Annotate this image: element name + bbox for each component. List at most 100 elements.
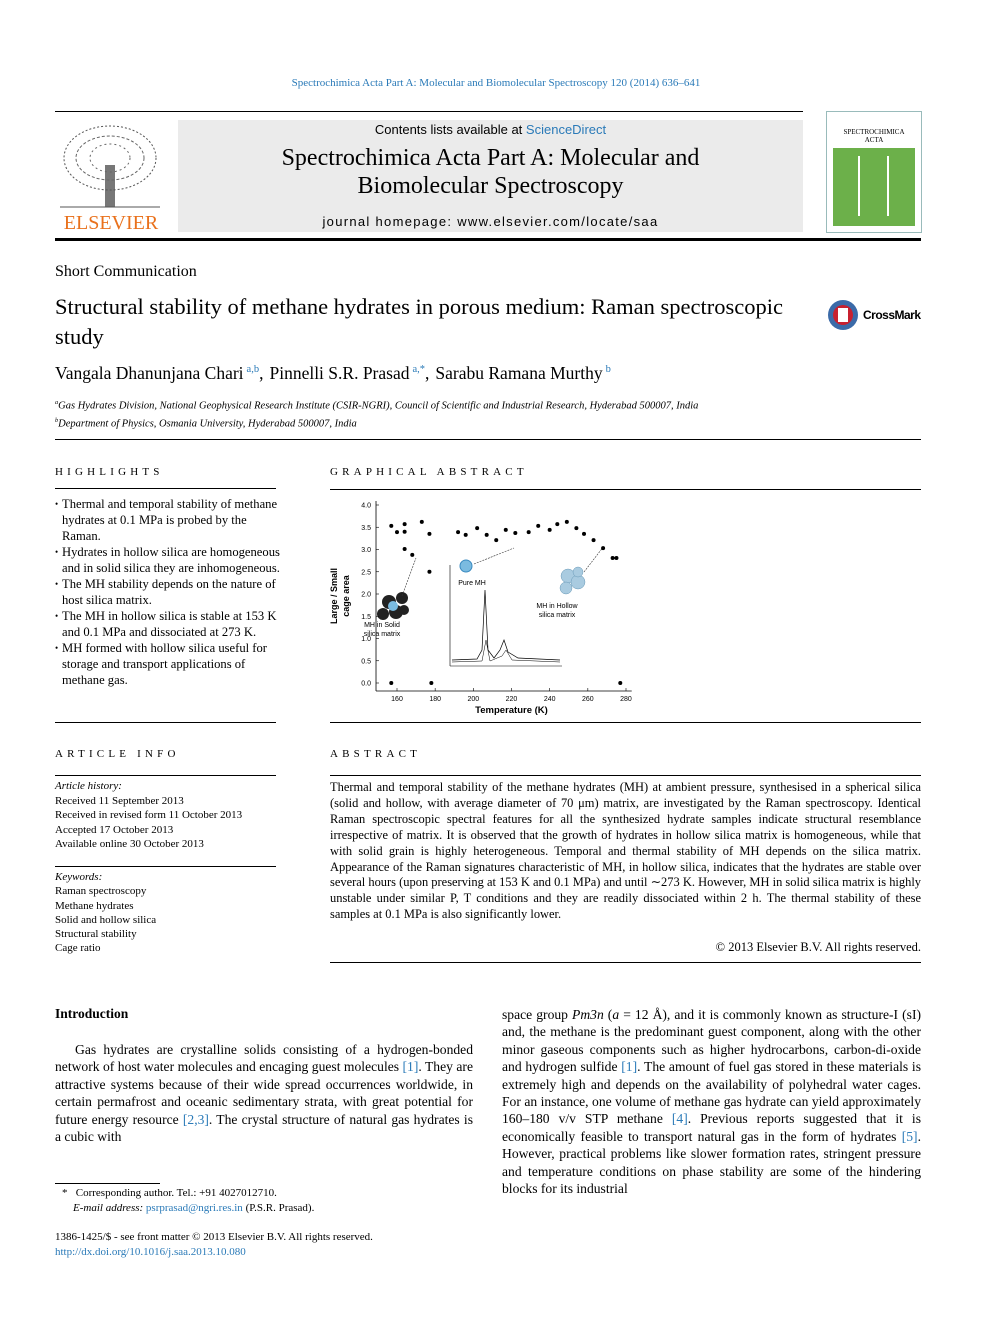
- rule: [55, 722, 276, 723]
- data-point: [614, 555, 619, 560]
- crossmark-icon: [828, 300, 858, 330]
- history-item: Received in revised form 11 October 2013: [55, 809, 243, 821]
- email-name: (P.S.R. Prasad).: [245, 1202, 315, 1214]
- citation[interactable]: [1]: [402, 1059, 419, 1075]
- annotation: Pure MH: [458, 580, 486, 587]
- data-point: [402, 522, 407, 527]
- affiliation-text: Gas Hydrates Division, National Geophysi…: [58, 400, 699, 412]
- highlights-list: • Thermal and temporal stability of metha…: [55, 496, 285, 688]
- data-point: [389, 681, 394, 685]
- data-point: [484, 532, 489, 537]
- x-tick-label: 240: [544, 696, 556, 703]
- issn: 1386-1425/$ - see front matter © 2013 El…: [55, 1231, 373, 1243]
- crossmark-label: CrossMark: [863, 308, 921, 322]
- rule: [55, 775, 276, 776]
- highlights-heading: HIGHLIGHTS: [55, 466, 164, 478]
- article-info-heading: ARTICLE INFO: [55, 748, 180, 760]
- footnote-mark: *: [62, 1187, 68, 1199]
- rule: [55, 439, 921, 440]
- footnote: E-mail address: psrprasad@ngri.res.in (P…: [62, 1201, 314, 1216]
- x-tick-label: 180: [429, 696, 441, 703]
- sciencedirect-link[interactable]: ScienceDirect: [525, 122, 607, 137]
- contents-line: Contents lists available at ScienceDirec…: [178, 122, 803, 137]
- footnote: * Corresponding author. Tel.: +91 402701…: [62, 1186, 314, 1201]
- copyright: © 2013 Elsevier B.V. All rights reserved…: [715, 940, 921, 954]
- keyword: Methane hydrates: [55, 899, 134, 912]
- author-name: Vangala Dhanunjana Chari: [55, 363, 244, 383]
- y-tick-label: 3.5: [361, 525, 371, 532]
- data-point: [601, 546, 606, 551]
- highlight-text: The MH stability depends on the nature o…: [62, 577, 276, 607]
- data-point: [494, 538, 499, 543]
- data-point: [427, 569, 432, 574]
- highlight-item: • The MH in hollow silica is stable at 15…: [55, 608, 285, 640]
- data-point: [456, 530, 461, 535]
- publisher-logo: ELSEVIER: [55, 120, 167, 234]
- text-run: . They are attractive systems because of…: [55, 1059, 473, 1127]
- data-point: [419, 519, 424, 524]
- homepage-url[interactable]: www.elsevier.com/locate/saa: [457, 214, 659, 229]
- y-tick-label: 0.5: [361, 658, 371, 665]
- citation[interactable]: [4]: [671, 1111, 688, 1127]
- journal-ref: Spectrochimica Acta Part A: Molecular an…: [291, 77, 701, 89]
- citation[interactable]: [2,3]: [182, 1111, 209, 1127]
- author-separator: ,: [259, 363, 264, 383]
- rule: [330, 962, 921, 963]
- affiliation-text: Department of Physics, Osmania Universit…: [58, 418, 357, 429]
- highlight-text: The MH in hollow silica is stable at 153…: [62, 609, 277, 639]
- y-tick-label: 2.5: [361, 569, 371, 576]
- affiliation-mark: b: [55, 416, 59, 424]
- keyword: Raman spectroscopy: [55, 885, 147, 898]
- author-name: Pinnelli S.R. Prasad: [269, 363, 410, 383]
- text-run: space group: [502, 1007, 573, 1022]
- contents-prefix: Contents lists available at: [374, 122, 523, 137]
- data-point: [564, 519, 569, 524]
- rule: [55, 488, 276, 489]
- citation[interactable]: [5]: [901, 1128, 918, 1144]
- inset-spectrum: [449, 565, 562, 667]
- data-point: [513, 531, 518, 536]
- data-point: [536, 523, 541, 528]
- highlight-item: • MH formed with hollow silica useful for…: [55, 640, 285, 688]
- text-run: . Previous reports suggested that it is …: [502, 1111, 922, 1144]
- data-point: [410, 552, 415, 557]
- data-point: [402, 529, 407, 534]
- graphical-abstract-heading: GRAPHICAL ABSTRACT: [330, 466, 528, 478]
- affiliation: bDepartment of Physics, Osmania Universi…: [55, 414, 698, 432]
- bullet: •: [55, 579, 59, 589]
- rule: [55, 866, 276, 867]
- rule: [330, 775, 921, 776]
- section-heading: Introduction: [55, 1006, 129, 1021]
- data-point: [503, 527, 508, 532]
- history-item: Available online 30 October 2013: [55, 838, 204, 850]
- author-affiliation-mark: a,*: [412, 364, 426, 376]
- article-title: Structural stability of methane hydrates…: [55, 294, 783, 349]
- doi[interactable]: http://dx.doi.org/10.1016/j.saa.2013.10.…: [55, 1246, 246, 1258]
- email-label: E-mail address:: [73, 1202, 144, 1214]
- publisher-name: ELSEVIER: [63, 212, 159, 234]
- highlight-text: MH formed with hollow silica useful for …: [62, 641, 267, 687]
- annotation: MH in Solid: [364, 622, 400, 629]
- text-run: (: [603, 1007, 613, 1022]
- intro-right-column: space group Pm3n (a = 12 Å), and it is c…: [502, 1006, 921, 1197]
- cage-illustrations: [377, 545, 605, 620]
- email[interactable]: psrprasad@ngri.res.in: [145, 1202, 243, 1214]
- journal-cover: SPECTROCHIMICA ACTA: [826, 111, 922, 233]
- article-type: Short Communication: [55, 263, 197, 280]
- annotation: MH in Hollow: [536, 603, 578, 610]
- y-axis-label: cage area: [341, 574, 351, 617]
- data-point: [591, 538, 596, 543]
- keyword: Cage ratio: [55, 942, 101, 955]
- keyword: Structural stability: [55, 928, 137, 941]
- crossmark[interactable]: CrossMark: [826, 298, 921, 332]
- data-point: [463, 532, 468, 537]
- annotation: silica matrix: [539, 612, 576, 619]
- bullet: •: [55, 611, 59, 621]
- highlight-item: • Thermal and temporal stability of metha…: [55, 496, 285, 544]
- journal-header: Contents lists available at ScienceDirec…: [178, 120, 803, 232]
- data-point: [475, 526, 480, 531]
- data-point: [402, 547, 407, 552]
- highlight-item: • The MH stability depends on the nature …: [55, 576, 285, 608]
- citation[interactable]: [1]: [621, 1059, 638, 1075]
- data-point: [427, 531, 432, 536]
